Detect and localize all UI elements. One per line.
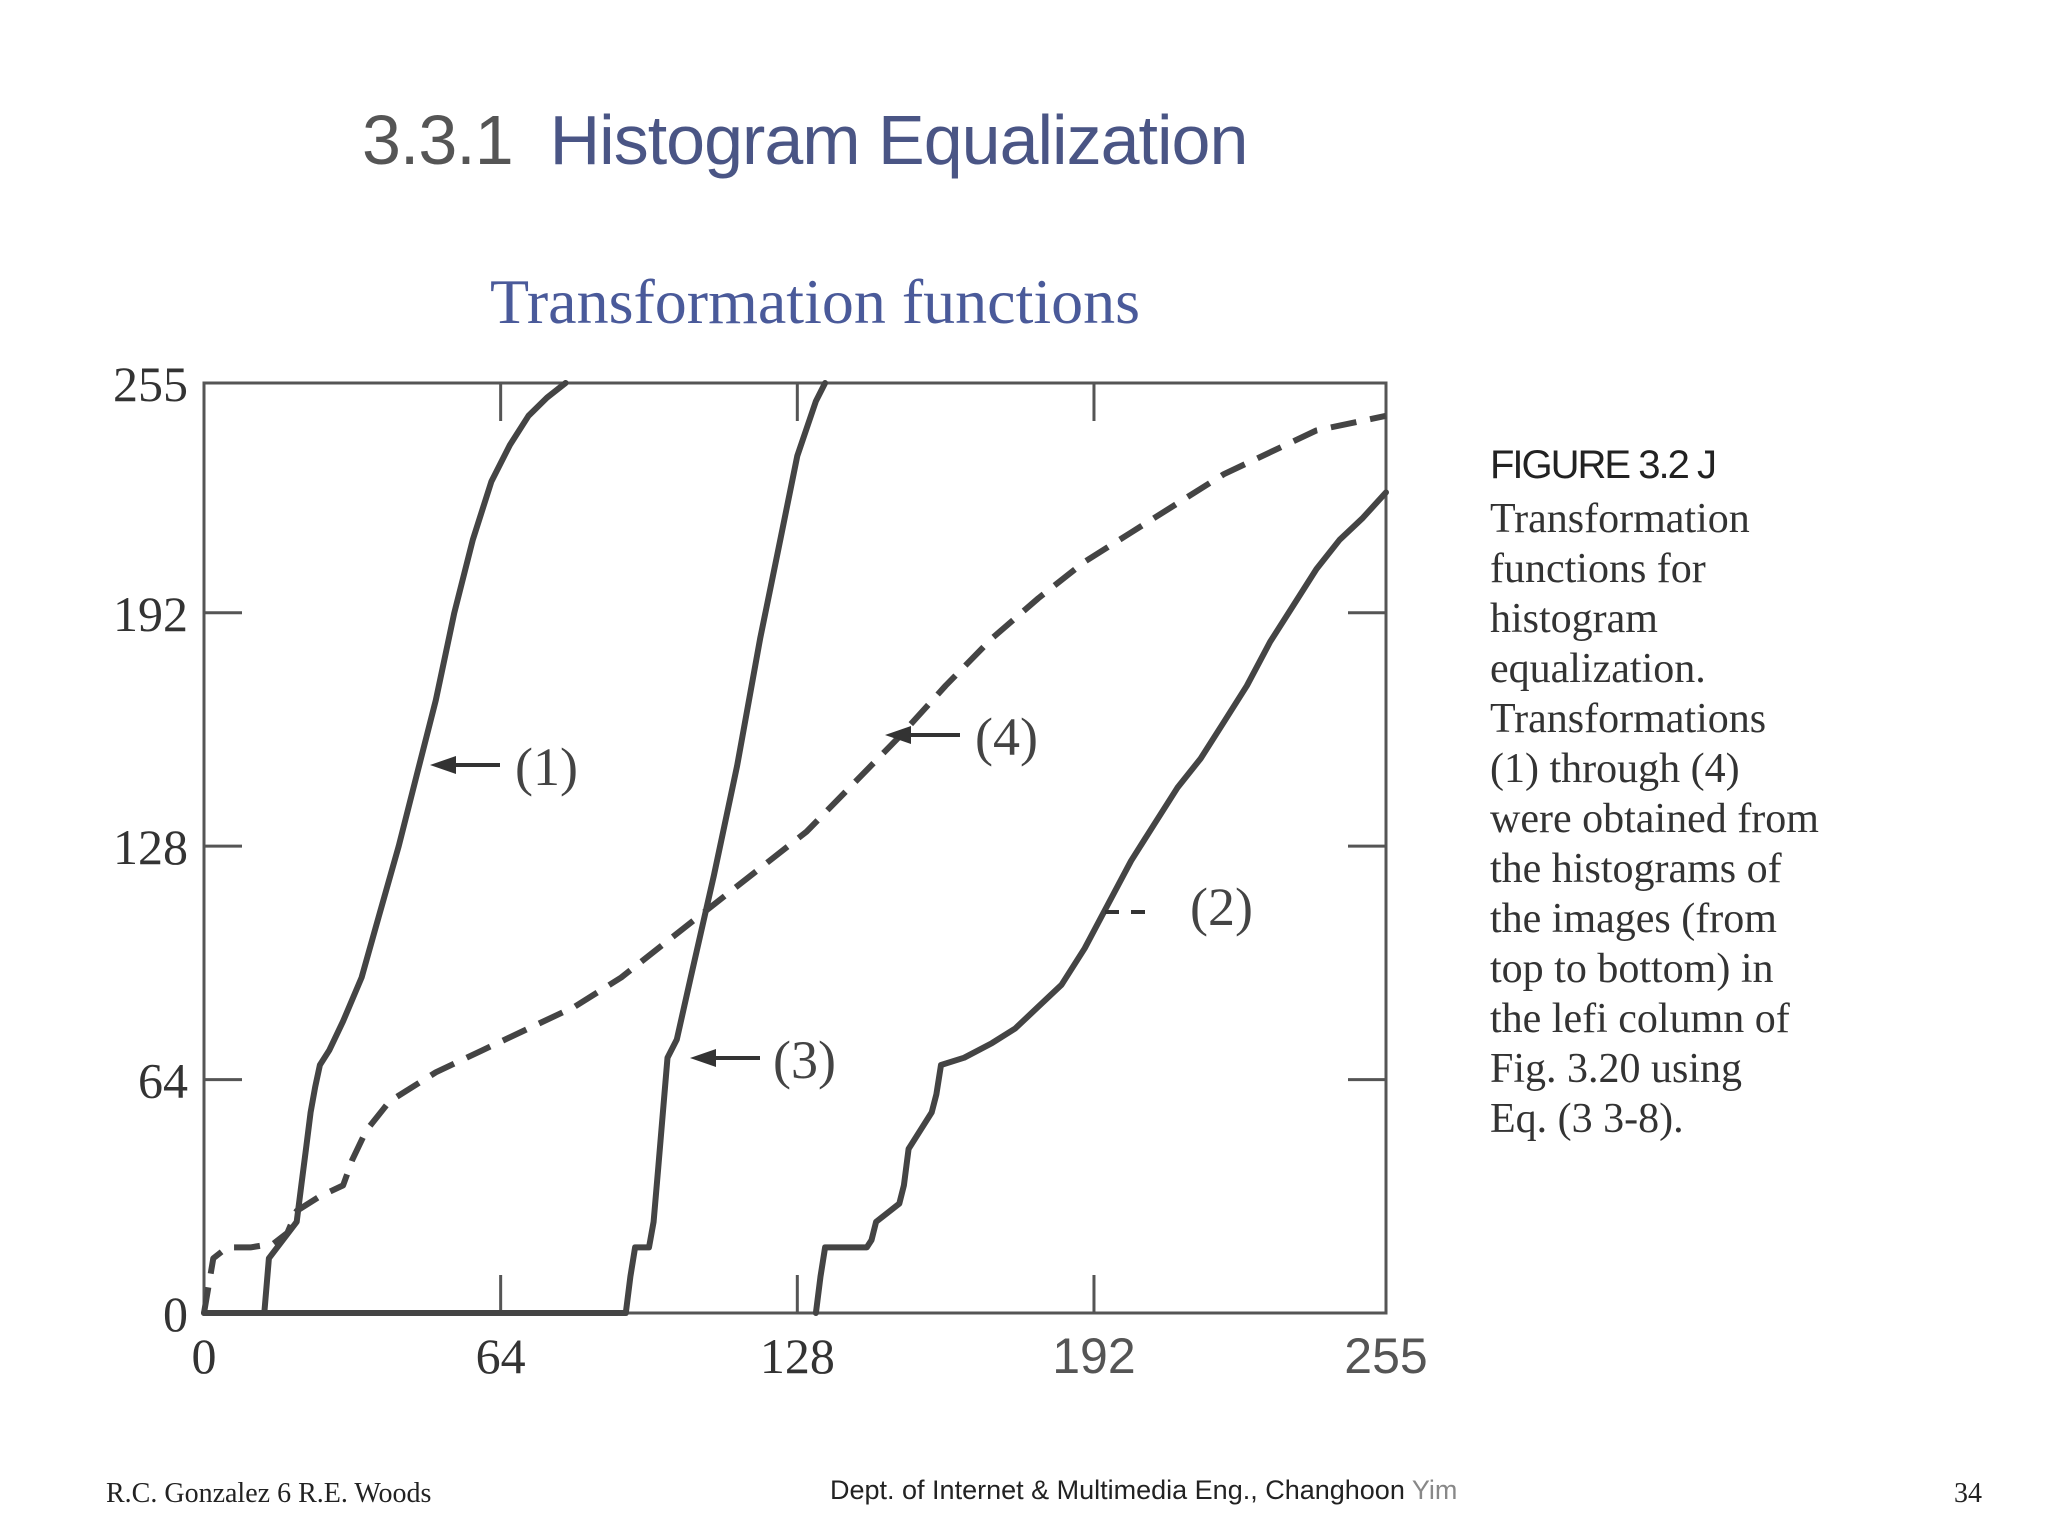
page-number: 34 [1954, 1478, 1982, 1509]
x-tick-label: 128 [760, 1328, 835, 1384]
series-line-3 [201, 380, 829, 1316]
annotation-label: (4) [975, 707, 1038, 767]
section-number: 3.3.1 [362, 101, 514, 179]
section-title: Histogram Equalization [549, 101, 1249, 179]
annotation-label: (1) [515, 737, 578, 797]
x-tick-label: 192 [1052, 1328, 1135, 1384]
y-tick-label: 192 [113, 586, 188, 642]
chart-title-text: Transformation functions [490, 266, 1141, 337]
figure-caption: FIGURE 3.2 J Transformation functions fo… [1490, 440, 1910, 1144]
caption-line: the images (from [1490, 896, 1777, 942]
annotation-label: (2) [1190, 877, 1253, 937]
caption-line: histogram [1490, 596, 1658, 642]
series-line-4 [201, 412, 1387, 1314]
y-tick-label: 255 [113, 356, 188, 412]
caption-line: top to bottom) in [1490, 946, 1774, 992]
caption-line: Eq. (3 3-8). [1490, 1096, 1684, 1142]
annotation-arrow-head [430, 756, 456, 774]
caption-line: functions for [1490, 546, 1706, 592]
footer-department: Dept. of Internet & Multimedia Eng., Cha… [830, 1475, 1457, 1506]
plot-frame [202, 381, 1388, 1315]
y-tick-label: 64 [138, 1053, 188, 1109]
caption-line: Transformation [1490, 496, 1750, 542]
caption-line: the histograms of [1490, 846, 1782, 892]
x-tick-label: 0 [192, 1328, 217, 1384]
annotation-arrow-head [690, 1049, 716, 1067]
footer-department-text: Dept. of Internet & Multimedia Eng., Cha… [830, 1475, 1405, 1505]
caption-line: (1) through (4) [1490, 746, 1740, 792]
series-line-2 [812, 489, 1389, 1316]
series-line-1 [201, 380, 569, 1316]
transformation-chart: 0 64 128 192 255 0 64 128 192 255 (1) (2) (3) (4) [113, 356, 1428, 1384]
annotation-arrow-head [885, 726, 911, 744]
caption-line: Fig. 3.20 using [1490, 1046, 1743, 1092]
figure-label: FIGURE 3.2 J [1490, 443, 1717, 487]
caption-line: the lefi column of [1490, 996, 1790, 1042]
footer-author-name: Yim [1411, 1475, 1458, 1505]
footer-authors: R.C. Gonzalez 6 R.E. Woods [106, 1478, 432, 1509]
y-tick-label: 128 [113, 819, 188, 875]
y-tick-label: 0 [163, 1286, 188, 1342]
slide-title: 3.3.1 Histogram Equalization [362, 100, 1249, 180]
caption-line: Transformations [1490, 696, 1767, 742]
caption-line: were obtained from [1490, 796, 1819, 842]
caption-line: equalization. [1490, 646, 1706, 692]
caption-body: Transformation functions for histogram e… [1490, 494, 1910, 1144]
x-tick-label: 64 [476, 1328, 526, 1384]
x-tick-label: 255 [1344, 1328, 1427, 1384]
annotation-label: (3) [773, 1030, 836, 1090]
chart-title: Transformation functions [490, 265, 1140, 339]
